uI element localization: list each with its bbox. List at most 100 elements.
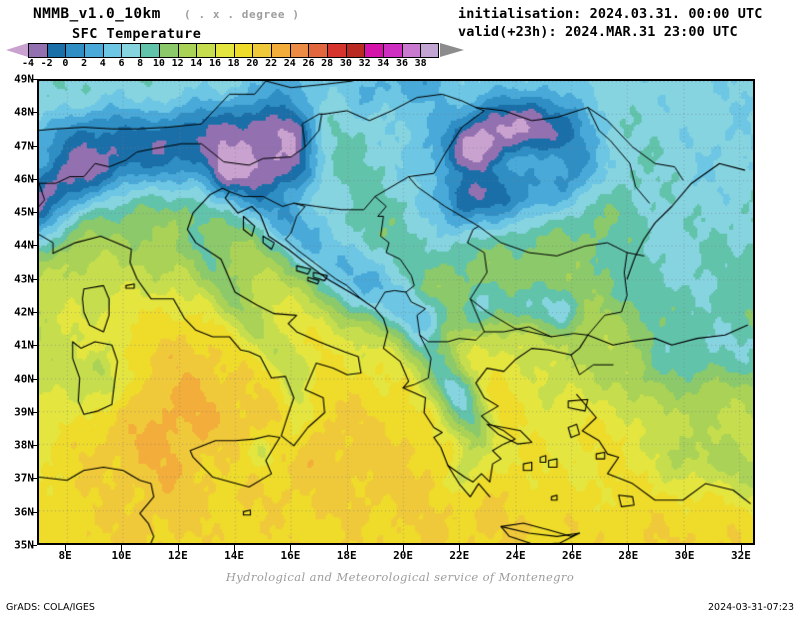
lat-tick-label: 49N bbox=[14, 72, 34, 86]
colorbar-tick: 2 bbox=[81, 58, 88, 69]
colorbar-swatch bbox=[84, 43, 103, 58]
colorbar-swatch bbox=[214, 43, 234, 58]
lat-tick-mark bbox=[31, 112, 37, 114]
temperature-map bbox=[37, 79, 755, 545]
colorbar-tick: 0 bbox=[62, 58, 69, 69]
lon-tick-label: 18E bbox=[336, 549, 357, 562]
colorbar-swatch bbox=[252, 43, 271, 58]
colorbar-tick: 20 bbox=[246, 58, 259, 69]
lon-tick-label: 26E bbox=[562, 549, 582, 562]
model-units: ( . x . degree ) bbox=[184, 8, 300, 21]
colorbar-under-arrow bbox=[6, 43, 28, 57]
colorbar-tick: 28 bbox=[321, 58, 334, 69]
lon-tick-label: 28E bbox=[618, 549, 639, 562]
lat-tick-mark bbox=[31, 278, 37, 280]
lat-tick-label: 48N bbox=[14, 105, 34, 119]
colorbar-tick: 32 bbox=[358, 58, 371, 69]
chart-header: NMMB_v1.0_10km ( . x . degree ) SFC Temp… bbox=[0, 0, 800, 42]
lat-tick-mark bbox=[31, 378, 37, 380]
lat-tick-mark bbox=[31, 212, 37, 214]
lat-tick-mark bbox=[31, 445, 37, 447]
colorbar-tick: 12 bbox=[171, 58, 184, 69]
lat-tick-label: 37N bbox=[14, 471, 34, 485]
colorbar-tick: 4 bbox=[99, 58, 106, 69]
lat-tick-label: 45N bbox=[14, 205, 34, 219]
lon-tick-mark bbox=[571, 545, 573, 551]
lon-tick-mark bbox=[628, 545, 630, 551]
colorbar-swatches bbox=[28, 43, 440, 58]
lon-tick-mark bbox=[403, 545, 405, 551]
lon-tick-mark bbox=[290, 545, 292, 551]
lat-tick-label: 41N bbox=[14, 338, 34, 352]
colorbar-swatch bbox=[177, 43, 197, 58]
lat-tick-mark bbox=[31, 345, 37, 347]
colorbar-tick: 8 bbox=[137, 58, 144, 69]
lat-tick-label: 35N bbox=[14, 538, 34, 552]
colorbar-tick: 38 bbox=[414, 58, 427, 69]
colorbar-swatch bbox=[121, 43, 141, 58]
lat-tick-mark bbox=[31, 312, 37, 313]
colorbar-swatch bbox=[401, 43, 421, 58]
lon-tick-mark bbox=[65, 545, 67, 551]
lat-tick-label: 40N bbox=[14, 372, 34, 386]
colorbar-swatch bbox=[308, 43, 327, 58]
lat-tick-label: 38N bbox=[14, 438, 34, 452]
colorbar-tick: -4 bbox=[21, 58, 35, 69]
colorbar-tick: 24 bbox=[283, 58, 296, 69]
colorbar-swatch bbox=[158, 43, 178, 58]
colorbar-tick: 34 bbox=[377, 58, 390, 69]
colorbar-tick: 16 bbox=[208, 58, 222, 69]
lon-tick-label: 12E bbox=[167, 549, 188, 562]
lat-tick-mark bbox=[31, 511, 37, 513]
model-name: NMMB_v1.0_10km bbox=[33, 6, 161, 22]
lat-tick-mark bbox=[31, 178, 37, 180]
colorbar-tick: -2 bbox=[40, 58, 53, 69]
lat-tick-mark bbox=[31, 79, 37, 80]
colorbar-tick: 22 bbox=[265, 58, 278, 69]
lat-tick-mark bbox=[31, 245, 37, 247]
colorbar: -4 -2 0 2 4 6 8 10 12 14 16 18 20 22 24 26 28 30 32 34 36 38 bbox=[0, 42, 800, 72]
grads-credit: GrADS: COLA/IGES bbox=[6, 602, 95, 613]
colorbar-swatch bbox=[46, 43, 66, 58]
lon-tick-label: 10E bbox=[111, 549, 132, 562]
service-credit: Hydrological and Meteorological service … bbox=[225, 570, 575, 584]
lon-tick-mark bbox=[459, 545, 461, 551]
lat-tick-mark bbox=[31, 478, 37, 480]
initialisation-time: initialisation: 2024.03.31. 00:00 UTC bbox=[458, 6, 763, 22]
lon-tick-label: 24E bbox=[505, 549, 526, 562]
map-canvas bbox=[39, 81, 753, 543]
lon-tick-mark bbox=[684, 545, 686, 551]
lat-tick-mark bbox=[31, 411, 37, 413]
colorbar-swatch bbox=[233, 43, 253, 58]
colorbar-swatch bbox=[196, 43, 215, 58]
lon-tick-mark bbox=[346, 545, 348, 551]
colorbar-swatch bbox=[364, 43, 384, 58]
lon-tick-label: 30E bbox=[674, 549, 695, 562]
lon-tick-mark bbox=[121, 545, 123, 551]
colorbar-swatch bbox=[140, 43, 159, 58]
lon-tick-mark bbox=[515, 545, 517, 551]
lat-tick-mark bbox=[31, 545, 37, 546]
colorbar-swatch bbox=[270, 43, 290, 58]
lon-tick-label: 22E bbox=[449, 549, 470, 562]
colorbar-tick: 10 bbox=[152, 58, 165, 69]
lon-tick-mark bbox=[740, 545, 742, 551]
lon-tick-label: 32E bbox=[730, 549, 751, 562]
colorbar-tick: 36 bbox=[395, 58, 409, 69]
lon-tick-mark bbox=[234, 545, 236, 551]
lat-tick-label: 47N bbox=[14, 139, 34, 153]
generation-timestamp: 2024-03-31-07:23 bbox=[707, 602, 794, 613]
lat-tick-mark bbox=[31, 145, 37, 147]
lat-tick-label: 42N bbox=[14, 305, 34, 319]
lat-tick-label: 46N bbox=[14, 172, 34, 186]
colorbar-swatch bbox=[28, 43, 47, 58]
colorbar-swatch bbox=[420, 43, 440, 58]
lon-tick-label: 8E bbox=[58, 549, 72, 562]
colorbar-tick: 18 bbox=[227, 58, 240, 69]
lat-tick-label: 43N bbox=[14, 272, 34, 286]
lon-tick-mark bbox=[177, 545, 179, 551]
colorbar-swatch bbox=[65, 43, 85, 58]
colorbar-swatch bbox=[102, 43, 122, 58]
colorbar-over-arrow bbox=[440, 43, 465, 57]
lat-tick-label: 44N bbox=[14, 238, 34, 252]
